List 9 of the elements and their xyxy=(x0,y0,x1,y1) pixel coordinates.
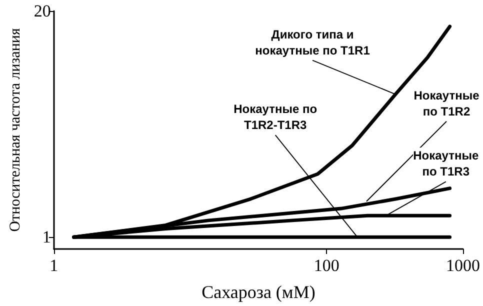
annotation: Дикого типа и нокаутные по T1R1 xyxy=(255,27,370,58)
y-tick-label: 20 xyxy=(34,2,51,20)
annotation: Нокаутные по T1R2 xyxy=(414,88,480,118)
x-tick-label: 100 xyxy=(314,256,340,275)
y-axis-title: Относительная частота лизания xyxy=(8,28,24,232)
x-tick-label: 1000 xyxy=(446,256,480,275)
annotation: Нокаутные по T1R3 xyxy=(413,148,479,179)
x-axis-title: Сахароза (мМ) xyxy=(202,282,316,302)
annotation: Нокаутные по T1R2-T1R3 xyxy=(234,102,318,132)
